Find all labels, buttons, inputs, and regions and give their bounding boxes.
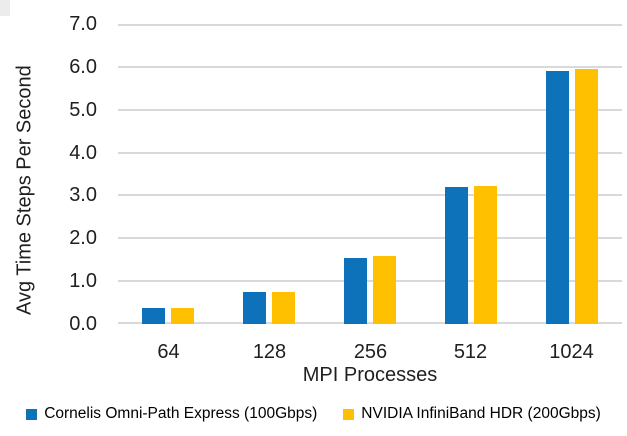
gridline <box>118 280 622 283</box>
bar-64-blue <box>142 308 165 324</box>
bar-256-blue <box>344 258 367 324</box>
x-axis-title: MPI Processes <box>302 364 438 386</box>
x-tick-label: 256 <box>353 341 388 363</box>
plot-area <box>118 24 622 324</box>
y-tick-label: 3.0 <box>69 184 97 207</box>
x-tick-label: 128 <box>252 341 287 363</box>
y-tick-label: 2.0 <box>69 227 97 250</box>
legend-item: Cornelis Omni-Path Express (100Gbps) <box>26 405 317 423</box>
x-tick-label: 512 <box>453 341 488 363</box>
y-tick-label: 1.0 <box>69 270 97 293</box>
legend: Cornelis Omni-Path Express (100Gbps) NVID… <box>0 405 627 423</box>
y-tick-label: 0.0 <box>69 313 97 335</box>
screen-corner-artifact <box>0 0 10 16</box>
gridline <box>118 194 622 197</box>
legend-item: NVIDIA InfiniBand HDR (200Gbps) <box>343 405 601 423</box>
legend-label: Cornelis Omni-Path Express (100Gbps) <box>44 405 318 422</box>
gridline <box>118 151 622 154</box>
y-tick-label: 5.0 <box>69 98 97 121</box>
x-tick-label: 64 <box>157 341 180 363</box>
x-tick-label: 1024 <box>549 341 594 363</box>
bar-64-yellow <box>171 308 194 324</box>
y-tick-label: 7.0 <box>69 13 97 35</box>
bar-256-yellow <box>373 256 396 324</box>
legend-swatch <box>26 408 38 420</box>
gridline <box>118 65 622 68</box>
bar-1024-yellow <box>575 69 598 324</box>
bar-128-blue <box>243 292 266 324</box>
bar-1024-blue <box>546 71 569 324</box>
bar-512-blue <box>445 187 468 324</box>
gridline <box>118 322 622 324</box>
bar-128-yellow <box>272 292 295 324</box>
gridline <box>118 108 622 111</box>
y-tick-label: 6.0 <box>69 55 97 78</box>
legend-swatch <box>343 408 355 420</box>
gridline <box>118 24 622 26</box>
y-tick-label: 4.0 <box>69 141 97 164</box>
legend-label: NVIDIA InfiniBand HDR (200Gbps) <box>361 405 601 422</box>
bar-512-yellow <box>474 186 497 324</box>
gridline <box>118 237 622 240</box>
